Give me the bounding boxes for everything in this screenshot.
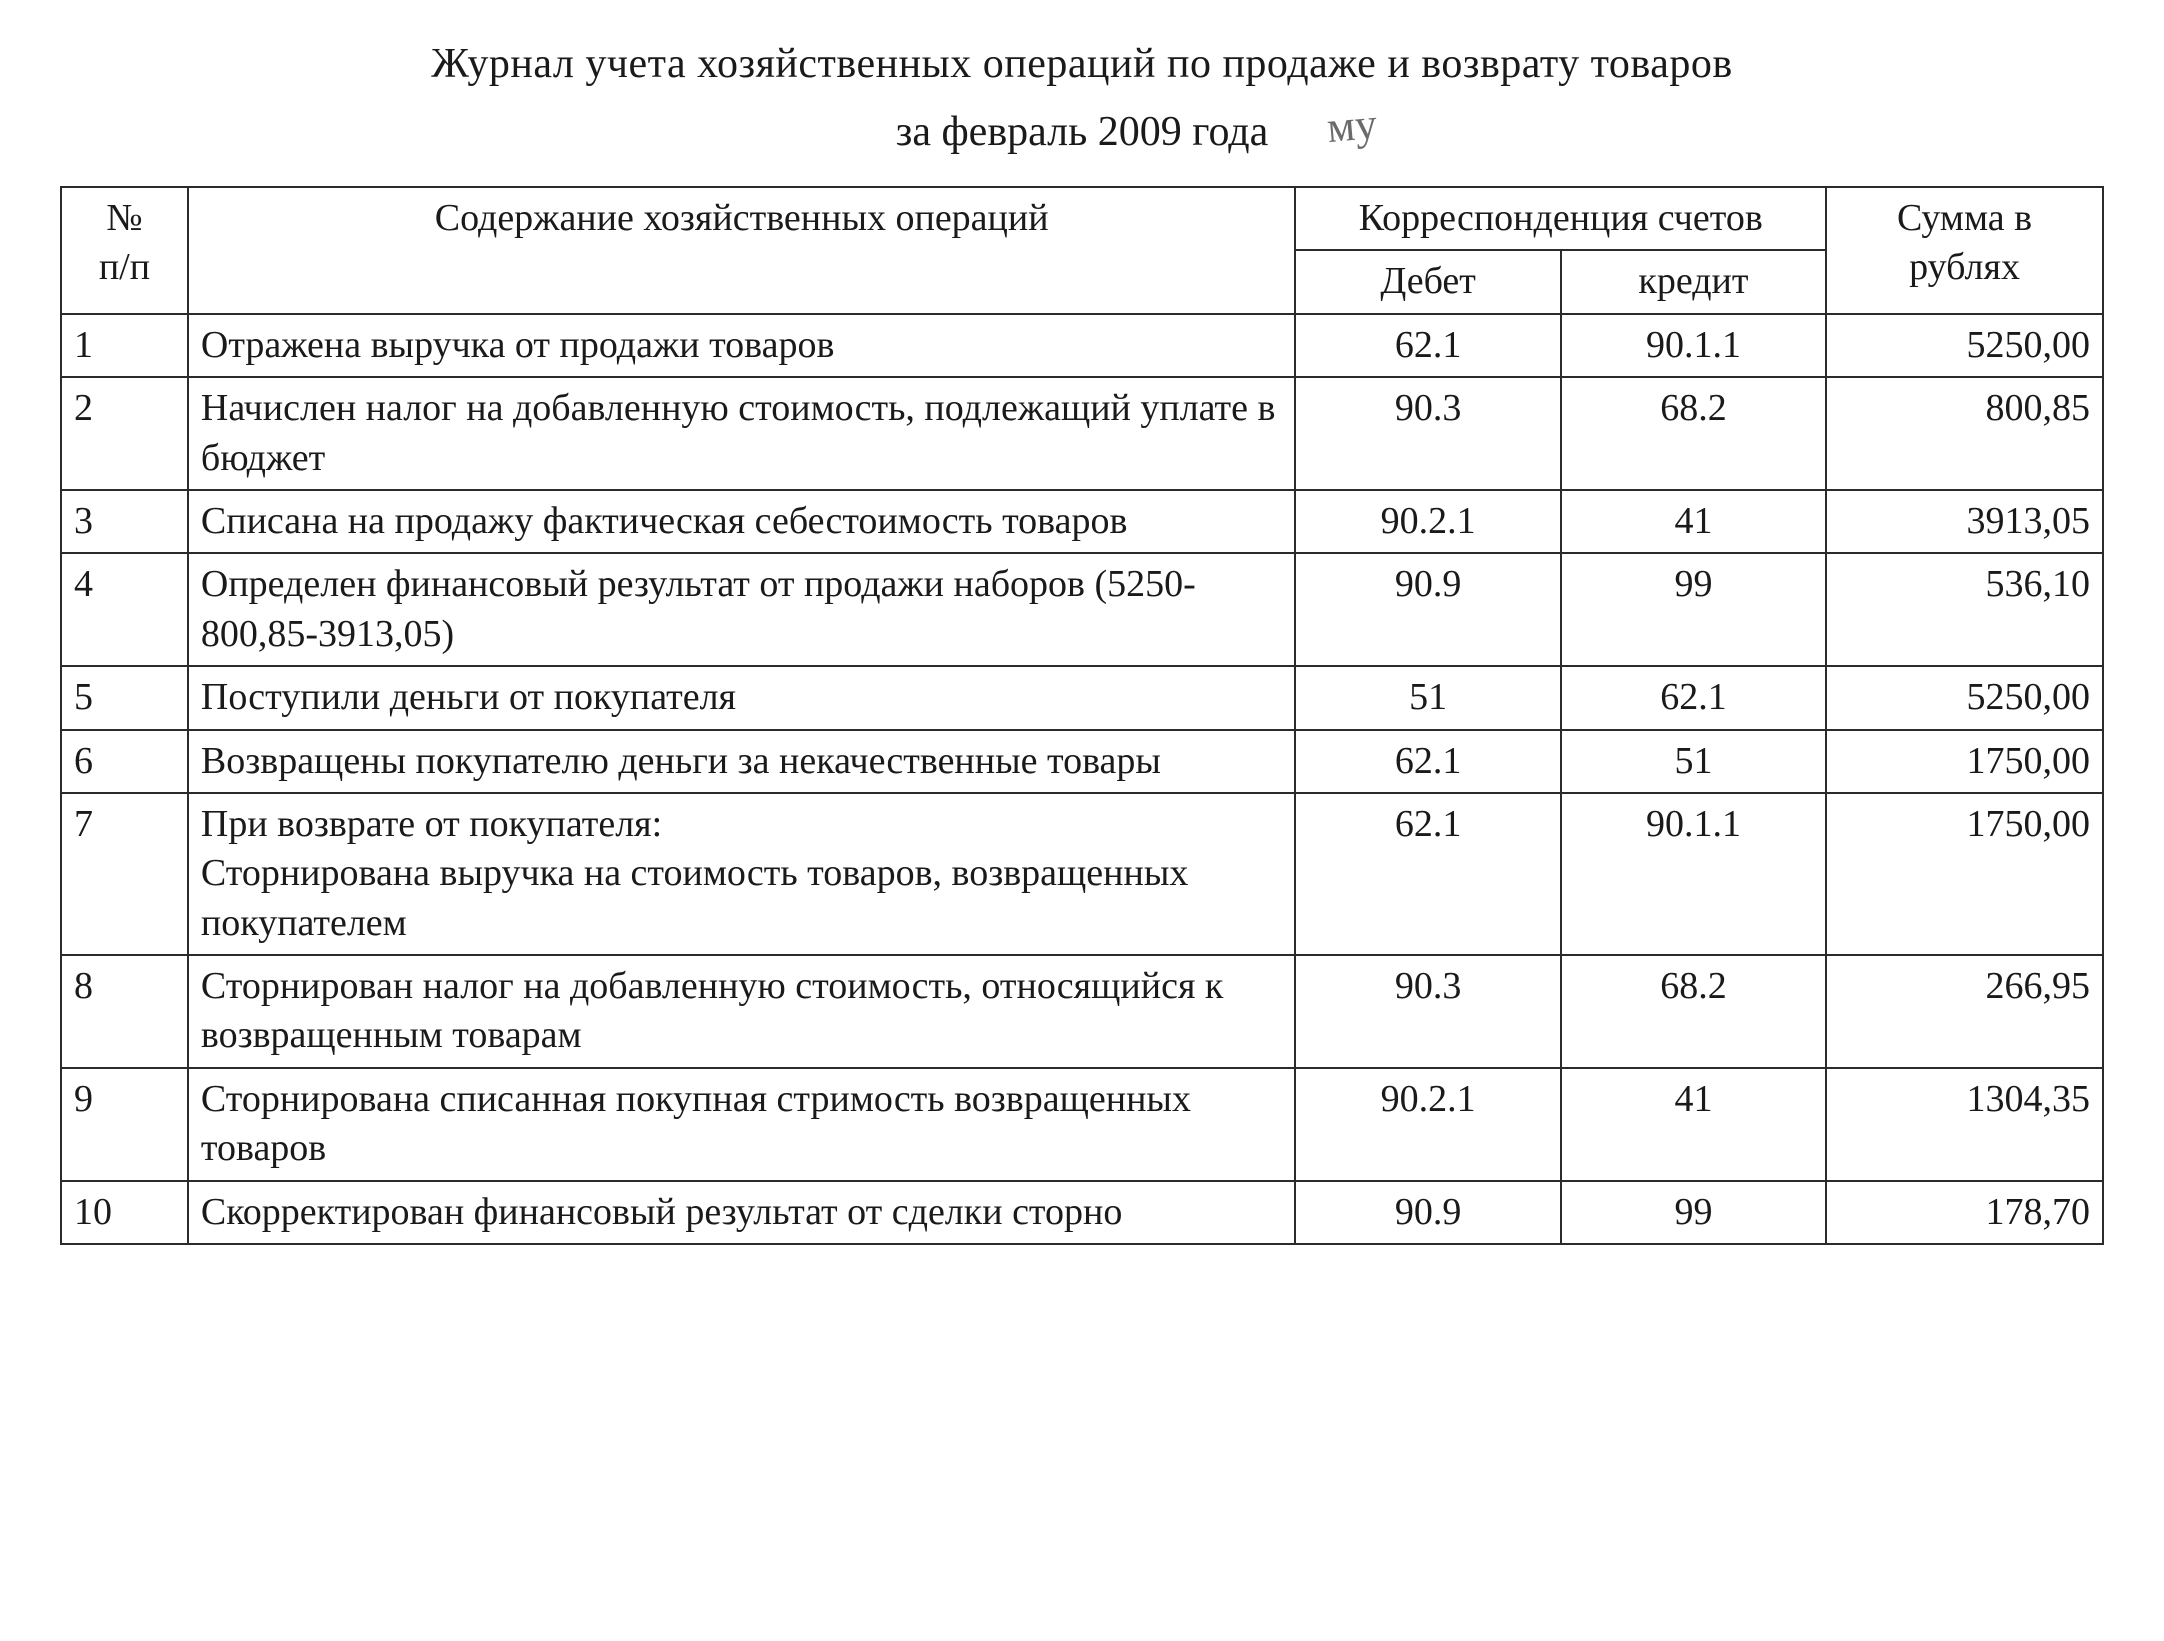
cell-num: 1 — [61, 314, 188, 377]
cell-debit: 90.9 — [1295, 1181, 1560, 1244]
cell-num: 5 — [61, 666, 188, 729]
cell-desc: Сторнирован налог на добавленную стоимос… — [188, 955, 1296, 1068]
cell-sum: 536,10 — [1826, 553, 2103, 666]
operations-table: № п/п Содержание хозяйственных операций … — [60, 186, 2104, 1245]
cell-desc: Отражена выручка от продажи товаров — [188, 314, 1296, 377]
header-debit: Дебет — [1295, 250, 1560, 313]
cell-credit: 62.1 — [1561, 666, 1826, 729]
cell-credit: 90.1.1 — [1561, 793, 1826, 955]
table-row: 5Поступили деньги от покупателя5162.1525… — [61, 666, 2103, 729]
cell-credit: 41 — [1561, 490, 1826, 553]
document-title: Журнал учета хозяйственных операций по п… — [60, 40, 2104, 88]
cell-desc: Списана на продажу фактическая себестоим… — [188, 490, 1296, 553]
cell-num: 7 — [61, 793, 188, 955]
table-header-row-1: № п/п Содержание хозяйственных операций … — [61, 187, 2103, 250]
cell-num: 4 — [61, 553, 188, 666]
header-sum: Сумма в рублях — [1826, 187, 2103, 314]
cell-credit: 51 — [1561, 730, 1826, 793]
cell-debit: 62.1 — [1295, 730, 1560, 793]
cell-debit: 90.3 — [1295, 955, 1560, 1068]
table-row: 10Скорректирован финансовый результат от… — [61, 1181, 2103, 1244]
cell-debit: 90.9 — [1295, 553, 1560, 666]
cell-credit: 90.1.1 — [1561, 314, 1826, 377]
table-row: 9Сторнирована списанная покупная стримос… — [61, 1068, 2103, 1181]
table-row: 1Отражена выручка от продажи товаров62.1… — [61, 314, 2103, 377]
cell-sum: 1304,35 — [1826, 1068, 2103, 1181]
cell-credit: 41 — [1561, 1068, 1826, 1181]
header-credit: кредит — [1561, 250, 1826, 313]
table-row: 6Возвращены покупателю деньги за некачес… — [61, 730, 2103, 793]
header-accounts: Корреспонденция счетов — [1295, 187, 1826, 250]
cell-credit: 68.2 — [1561, 377, 1826, 490]
cell-desc: Начислен налог на добавленную стоимость,… — [188, 377, 1296, 490]
table-row: 7При возврате от покупателя: Сторнирован… — [61, 793, 2103, 955]
cell-debit: 90.2.1 — [1295, 1068, 1560, 1181]
subtitle-row: за февраль 2009 года му — [60, 108, 2104, 156]
cell-sum: 178,70 — [1826, 1181, 2103, 1244]
cell-num: 10 — [61, 1181, 188, 1244]
cell-desc: Определен финансовый результат от продаж… — [188, 553, 1296, 666]
cell-num: 8 — [61, 955, 188, 1068]
table-row: 2Начислен налог на добавленную стоимость… — [61, 377, 2103, 490]
table-row: 4Определен финансовый результат от прода… — [61, 553, 2103, 666]
cell-credit: 68.2 — [1561, 955, 1826, 1068]
cell-desc: Сторнирована списанная покупная стримост… — [188, 1068, 1296, 1181]
cell-desc: Возвращены покупателю деньги за некачест… — [188, 730, 1296, 793]
cell-num: 9 — [61, 1068, 188, 1181]
cell-sum: 5250,00 — [1826, 666, 2103, 729]
cell-credit: 99 — [1561, 1181, 1826, 1244]
table-row: 8Сторнирован налог на добавленную стоимо… — [61, 955, 2103, 1068]
cell-debit: 62.1 — [1295, 314, 1560, 377]
cell-sum: 266,95 — [1826, 955, 2103, 1068]
cell-desc: Скорректирован финансовый результат от с… — [188, 1181, 1296, 1244]
cell-desc: Поступили деньги от покупателя — [188, 666, 1296, 729]
cell-num: 3 — [61, 490, 188, 553]
cell-sum: 1750,00 — [1826, 730, 2103, 793]
cell-num: 2 — [61, 377, 188, 490]
cell-sum: 3913,05 — [1826, 490, 2103, 553]
cell-debit: 51 — [1295, 666, 1560, 729]
cell-debit: 62.1 — [1295, 793, 1560, 955]
header-desc: Содержание хозяйственных операций — [188, 187, 1296, 314]
cell-desc: При возврате от покупателя: Сторнирована… — [188, 793, 1296, 955]
table-row: 3Списана на продажу фактическая себестои… — [61, 490, 2103, 553]
cell-debit: 90.3 — [1295, 377, 1560, 490]
cell-sum: 1750,00 — [1826, 793, 2103, 955]
table-body: 1Отражена выручка от продажи товаров62.1… — [61, 314, 2103, 1244]
document-subtitle: за февраль 2009 года — [896, 108, 1269, 156]
cell-credit: 99 — [1561, 553, 1826, 666]
cell-debit: 90.2.1 — [1295, 490, 1560, 553]
cell-sum: 5250,00 — [1826, 314, 2103, 377]
handwritten-signature: му — [1325, 98, 1379, 153]
cell-num: 6 — [61, 730, 188, 793]
cell-sum: 800,85 — [1826, 377, 2103, 490]
header-num: № п/п — [61, 187, 188, 314]
